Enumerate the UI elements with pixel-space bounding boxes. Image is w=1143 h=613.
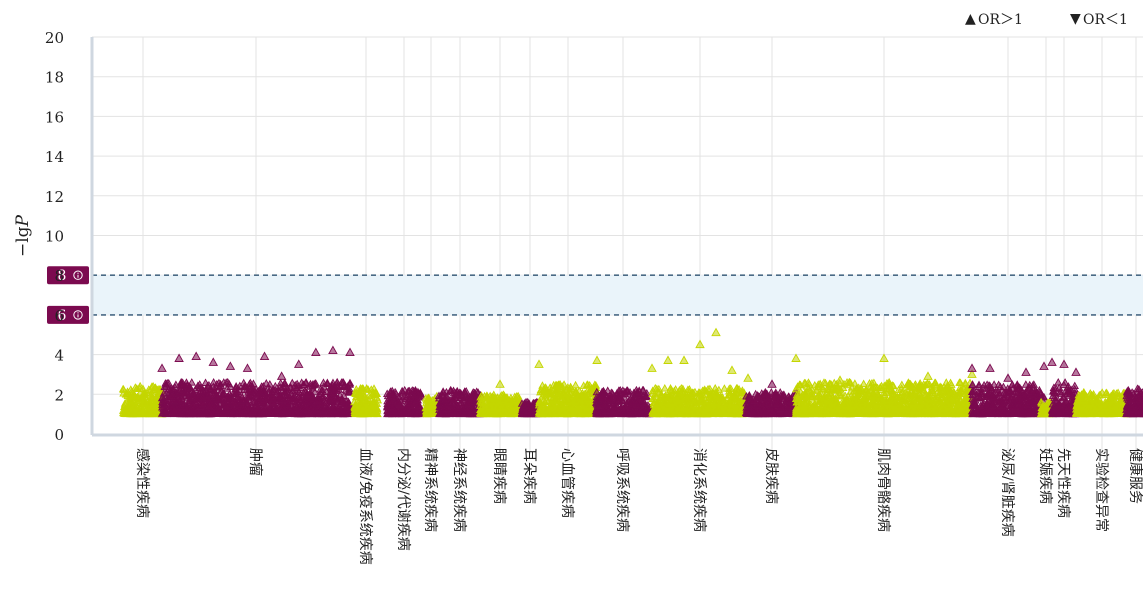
data-point xyxy=(140,390,149,398)
data-point xyxy=(323,378,332,387)
data-point xyxy=(132,384,142,393)
peak-point xyxy=(345,347,355,357)
data-point xyxy=(118,384,128,393)
data-point xyxy=(135,394,145,402)
peak-point xyxy=(311,347,321,357)
data-point xyxy=(123,391,132,400)
peak-point xyxy=(534,359,544,368)
peak-point xyxy=(276,371,287,380)
data-point xyxy=(128,395,137,403)
peak-point xyxy=(208,357,219,366)
peak-point xyxy=(592,355,602,364)
peak-point xyxy=(663,355,673,364)
peak-point xyxy=(647,363,657,372)
peak-point xyxy=(495,379,505,388)
peak-point xyxy=(174,353,184,362)
peak-point xyxy=(695,339,705,349)
peak-point xyxy=(293,359,304,368)
peak-point xyxy=(743,373,753,382)
peak-point xyxy=(727,365,737,374)
peak-point xyxy=(259,351,270,360)
data-point xyxy=(120,399,130,407)
peak-point xyxy=(711,327,721,337)
data-point xyxy=(344,387,353,396)
data-point xyxy=(152,398,161,407)
data-point xyxy=(135,381,145,390)
data-point xyxy=(130,402,140,410)
data-point xyxy=(127,409,136,417)
data-point xyxy=(140,398,150,406)
peak-point xyxy=(242,363,253,372)
threshold-band xyxy=(92,275,1143,315)
data-point xyxy=(660,384,669,392)
data-point xyxy=(148,394,157,402)
data-point xyxy=(148,385,158,393)
peak-point xyxy=(191,351,201,360)
peak-point xyxy=(767,379,777,388)
peak-point xyxy=(328,345,338,355)
peak-point xyxy=(679,355,689,364)
data-points xyxy=(118,327,1143,418)
data-point xyxy=(134,405,144,414)
data-point xyxy=(767,388,776,396)
peak-point xyxy=(225,361,236,370)
peak-point xyxy=(157,363,167,372)
data-point xyxy=(143,407,152,416)
data-point xyxy=(571,380,580,389)
